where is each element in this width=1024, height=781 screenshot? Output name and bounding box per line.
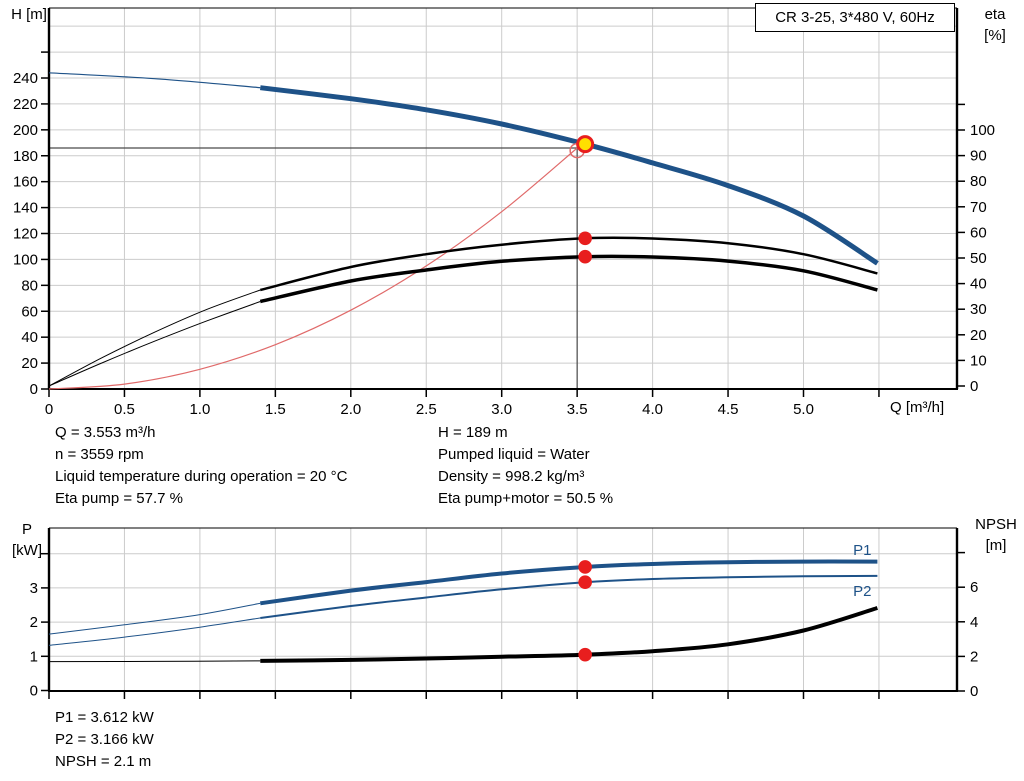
tick-label-right: 10 (970, 352, 987, 369)
info-eta-pump: Eta pump = 57.7 % (55, 490, 183, 507)
tick-label-bottom: 3.5 (567, 401, 588, 418)
info-pumped-liquid: Pumped liquid = Water (438, 446, 590, 463)
tick-label-bottom: 1.5 (265, 401, 286, 418)
tick-label-bottom: 1.0 (189, 401, 210, 418)
info-density: Density = 998.2 kg/m³ (438, 468, 585, 485)
tick-label-right: 6 (970, 579, 978, 596)
tick-label-left: 100 (13, 251, 38, 268)
info-npsh: NPSH = 2.1 m (55, 753, 152, 770)
power-npsh-chart[interactable]: 0 1 2 3 0 2 4 6 P1 P2 (30, 527, 979, 700)
tick-label-right: 20 (970, 327, 987, 344)
tick-label-left: 20 (21, 355, 38, 372)
tick-label-left: 140 (13, 200, 38, 217)
system-curve (48, 147, 578, 390)
p2-operating-point (578, 575, 592, 590)
curve-label-P2: P2 (853, 583, 871, 600)
p2-curve-thin (48, 617, 261, 646)
tick-label-right: 2 (970, 648, 978, 665)
tick-label-bottom: 2.0 (340, 401, 361, 418)
tick-label-right: 4 (970, 614, 978, 631)
info-p1: P1 = 3.612 kW (55, 709, 154, 726)
tick-label-right: 100 (970, 122, 995, 139)
tick-label-bottom: 0.5 (114, 401, 135, 418)
info-p2: P2 = 3.166 kW (55, 731, 154, 748)
tick-label-right: 0 (970, 378, 978, 395)
power-axis-label: P [kW] (12, 521, 42, 559)
tick-label-left: 0 (30, 381, 38, 398)
pump-curve-thin (48, 72, 261, 89)
tick-label-right: 40 (970, 276, 987, 293)
info-speed: n = 3559 rpm (55, 446, 144, 463)
pump-model-label: CR 3-25, 3*480 V, 60Hz (755, 3, 955, 32)
tick-label-bottom: 3.0 (491, 401, 512, 418)
info-head: H = 189 m (438, 424, 508, 441)
eta-pump-motor-curve-thin (48, 301, 261, 387)
npsh-axis-label: NPSH [m] (975, 516, 1017, 554)
tick-label-right: 60 (970, 224, 987, 241)
npsh-operating-point (578, 647, 592, 662)
tick-label-right: 90 (970, 148, 987, 165)
tick-label-left: 200 (13, 122, 38, 139)
p1-curve-thin (48, 602, 261, 635)
tick-label-left: 240 (13, 70, 38, 87)
eta-pump-operating-point (578, 231, 592, 246)
tick-label-bottom: 2.5 (416, 401, 437, 418)
eta-axis-label: eta [%] (984, 6, 1006, 44)
eta-pump-curve-thin (48, 289, 261, 387)
tick-label-right: 80 (970, 173, 987, 190)
tick-label-right: 30 (970, 301, 987, 318)
info-flow: Q = 3.553 m³/h (55, 424, 156, 441)
eta-pump-motor-operating-point (578, 249, 592, 264)
power-info: P1 = 3.612 kW P2 = 3.166 kW NPSH = 2.1 m (55, 707, 154, 773)
tick-label-left: 1 (30, 648, 38, 665)
tick-label-right: 70 (970, 199, 987, 216)
tick-label-left: 180 (13, 148, 38, 165)
pump-curve (259, 85, 879, 266)
curve-label-P1: P1 (853, 542, 871, 559)
npsh-curve (260, 606, 878, 663)
tick-label-bottom: 0 (45, 401, 53, 418)
tick-label-left: 120 (13, 226, 38, 243)
tick-label-left: 160 (13, 174, 38, 191)
tick-label-left: 3 (30, 580, 38, 597)
eta-pump-motor-curve (259, 254, 878, 304)
tick-label-left: 60 (21, 303, 38, 320)
flow-axis-label: Q [m³/h] (890, 399, 945, 416)
info-eta-pump-motor: Eta pump+motor = 50.5 % (438, 490, 614, 507)
npsh-curve-thin (48, 660, 261, 663)
tick-label-bottom: 5.0 (793, 401, 814, 418)
tick-label-bottom: 4.5 (718, 401, 739, 418)
tick-label-right: 50 (970, 250, 987, 267)
tick-label-left: 0 (30, 683, 38, 700)
head-efficiency-chart[interactable]: 0 20 40 60 80 100 120 140 160 180 200 220 240 0 10 20 30… (13, 7, 995, 418)
head-axis-label: H [m] (11, 6, 47, 23)
tick-label-left: 2 (30, 614, 38, 631)
tick-label-left: 80 (21, 277, 38, 294)
duty-info-right: H = 189 m Pumped liquid = Water Density … (438, 422, 613, 510)
tick-label-left: 220 (13, 96, 38, 113)
p2-curve (260, 574, 878, 619)
duty-info-left: Q = 3.553 m³/h n = 3559 rpm Liquid tempe… (55, 422, 347, 510)
tick-label-right: 0 (970, 683, 978, 700)
tick-label-bottom: 4.0 (642, 401, 663, 418)
tick-label-left: 40 (21, 329, 38, 346)
duty-point[interactable] (576, 135, 595, 154)
info-liquid-temperature: Liquid temperature during operation = 20… (55, 468, 348, 485)
p1-operating-point (578, 560, 592, 574)
